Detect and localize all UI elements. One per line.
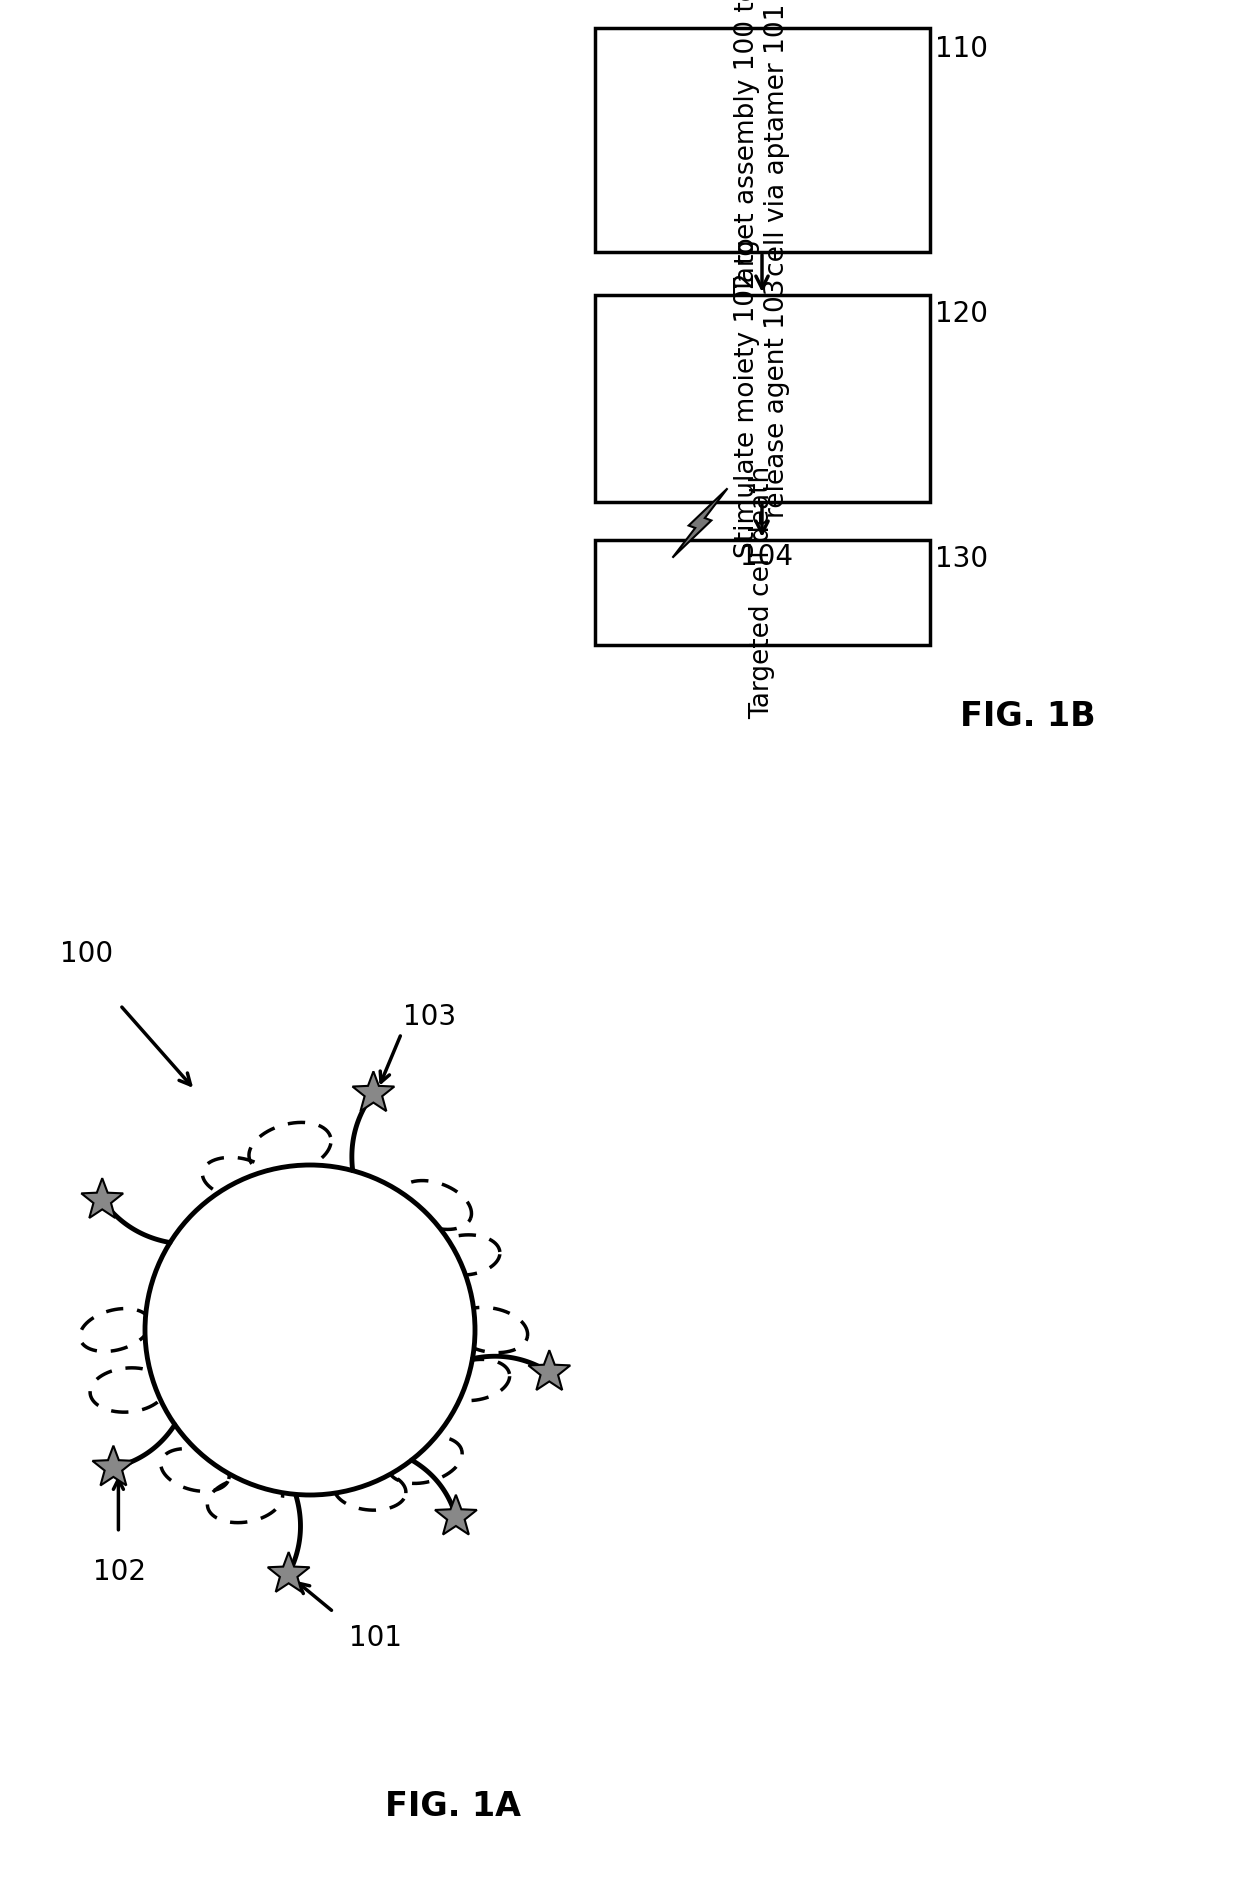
Polygon shape	[672, 487, 728, 558]
Text: Stimulate moiety 102 to
release agent 103: Stimulate moiety 102 to release agent 10…	[734, 238, 790, 558]
Text: FIG. 1B: FIG. 1B	[960, 701, 1096, 733]
Circle shape	[145, 1165, 475, 1495]
Polygon shape	[528, 1350, 570, 1390]
Text: 101: 101	[348, 1624, 402, 1653]
Polygon shape	[352, 1072, 394, 1112]
Text: 103: 103	[403, 1003, 456, 1032]
Text: 102: 102	[93, 1557, 146, 1586]
Text: 110: 110	[935, 34, 988, 63]
Text: 100: 100	[60, 941, 113, 967]
Polygon shape	[93, 1445, 134, 1485]
Polygon shape	[435, 1495, 477, 1535]
Polygon shape	[268, 1552, 310, 1592]
Bar	[595, 29, 930, 251]
Text: 130: 130	[935, 545, 988, 573]
Text: FIG. 1A: FIG. 1A	[384, 1790, 521, 1822]
Text: Targeted cell death: Targeted cell death	[749, 465, 775, 718]
Text: 104: 104	[740, 543, 794, 571]
Bar	[595, 295, 930, 503]
Bar	[595, 541, 930, 645]
Text: 120: 120	[935, 301, 988, 327]
Polygon shape	[82, 1179, 123, 1219]
Text: Target assembly 100 to
cell via aptamer 101: Target assembly 100 to cell via aptamer …	[734, 0, 790, 295]
